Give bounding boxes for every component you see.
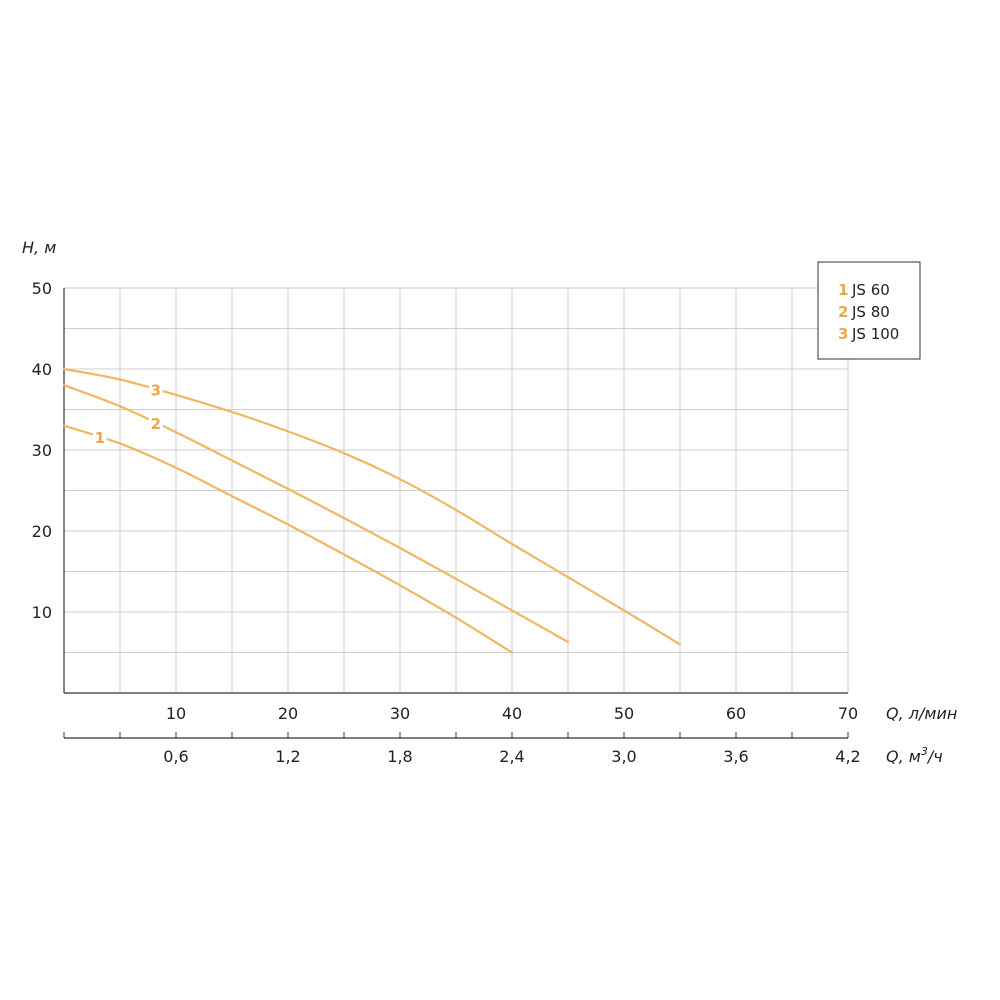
x-axis-title: Q, л/мин [886, 704, 957, 723]
y-tick-label: 10 [32, 603, 52, 622]
x2-axis-title-base: Q, м [886, 747, 921, 766]
y-tick-label: 40 [32, 360, 52, 379]
legend-item-label: JS 80 [851, 303, 890, 321]
legend-item-label: JS 60 [851, 281, 890, 299]
x-tick-label: 50 [614, 704, 634, 723]
curve-label: 3 [151, 381, 161, 399]
y-axis-title: H, м [22, 238, 56, 257]
x-tick-label: 10 [166, 704, 186, 723]
x2-tick-label: 3,6 [723, 747, 748, 766]
legend-item-number: 1 [838, 281, 848, 299]
curve-label: 2 [151, 415, 161, 433]
x-tick-label: 40 [502, 704, 522, 723]
series-line [62, 384, 570, 644]
axes: 10 20 30 40 50 10 20 30 40 50 60 70 0,6 1,2 1,8 2,4 3,0 3… [32, 279, 861, 766]
legend-item-label: JS 100 [851, 325, 899, 343]
x2-tick-label: 0,6 [163, 747, 188, 766]
y-tick-label: 20 [32, 522, 52, 541]
curve-labels: 1 2 3 [92, 380, 163, 447]
x2-axis-title-sup: 3 [921, 745, 928, 758]
grid [64, 287, 849, 693]
series-lines [62, 367, 682, 654]
series-line [62, 424, 514, 654]
legend-box [817, 261, 921, 360]
x2-tick-label: 2,4 [499, 747, 524, 766]
curve-label-bg [148, 380, 163, 399]
y-tick-label: 50 [32, 279, 52, 298]
x2-tick-label: 4,2 [835, 747, 860, 766]
curve-label-bg [148, 413, 163, 432]
legend-item-number: 2 [838, 303, 848, 321]
x2-tick-label: 1,2 [275, 747, 300, 766]
x-tick-label: 60 [726, 704, 746, 723]
x-tick-label: 20 [278, 704, 298, 723]
x2-axis-title-tail: /ч [926, 747, 943, 766]
x2-tick-label: 1,8 [387, 747, 412, 766]
series-line [62, 367, 682, 646]
y-tick-label: 30 [32, 441, 52, 460]
x-tick-label: 30 [390, 704, 410, 723]
legend: 1 JS 602 JS 803 JS 100 [817, 261, 921, 360]
x-tick-label: 70 [838, 704, 858, 723]
curve-label-bg [92, 428, 107, 447]
x2-axis-title: Q, м3/ч [886, 745, 943, 766]
curve-label: 1 [95, 429, 105, 447]
x2-tick-label: 3,0 [611, 747, 636, 766]
legend-item-number: 3 [838, 325, 848, 343]
